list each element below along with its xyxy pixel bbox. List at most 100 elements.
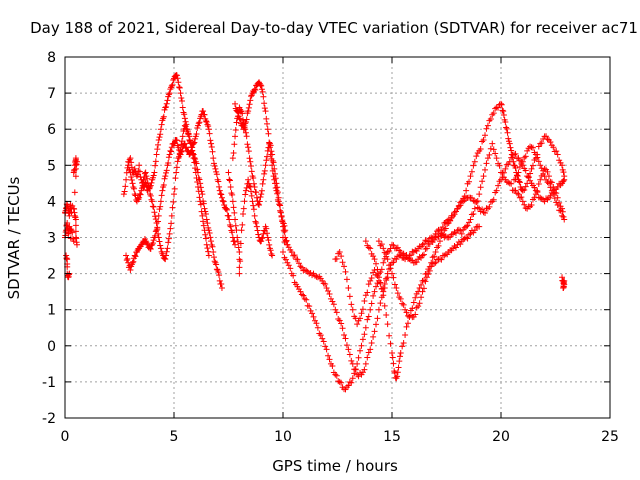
data-point-fill (126, 166, 133, 173)
data-point-fill (516, 163, 523, 170)
data-point (471, 227, 478, 234)
data-point (188, 144, 195, 151)
data-point (269, 162, 276, 169)
data-point-fill (246, 182, 253, 189)
data-point-fill (161, 175, 168, 182)
data-point (524, 147, 531, 154)
y-tick-label: 3 (47, 231, 56, 247)
data-point-fill (373, 321, 380, 328)
data-point (502, 118, 509, 125)
data-point (199, 212, 206, 219)
x-tick-label: 0 (61, 429, 70, 445)
data-point-fill (435, 242, 442, 249)
y-axis-label: SDTVAR / TECUs (5, 176, 23, 299)
data-point-fill (192, 165, 199, 172)
data-point (419, 288, 426, 295)
data-point (467, 230, 474, 237)
data-point-fill (170, 77, 177, 84)
data-point (129, 180, 136, 187)
data-point-fill (522, 183, 529, 190)
data-point (410, 259, 417, 266)
data-point (493, 155, 500, 162)
data-point-fill (254, 227, 261, 234)
data-point-fill (470, 211, 477, 218)
data-point-fill (325, 352, 332, 359)
series-2 (123, 136, 225, 292)
data-point-fill (202, 210, 209, 217)
data-point-fill (322, 343, 329, 350)
data-point (201, 227, 208, 234)
data-point-fill (231, 209, 238, 216)
data-point-fill (339, 259, 346, 266)
data-point (247, 97, 254, 104)
data-point-fill (317, 332, 324, 339)
data-point-fill (482, 166, 489, 173)
data-point-fill (381, 249, 388, 256)
data-point (181, 122, 188, 129)
data-point (155, 234, 162, 241)
data-point-fill (237, 258, 244, 265)
data-point-fill (248, 188, 255, 195)
data-point-fill (216, 272, 223, 279)
data-point (502, 165, 509, 172)
data-point-fill (370, 292, 377, 299)
data-point-fill (399, 300, 406, 307)
data-point-fill (157, 131, 164, 138)
data-point-fill (248, 192, 255, 199)
data-point-fill (241, 122, 248, 129)
data-point-fill (192, 155, 199, 162)
data-point (515, 169, 522, 176)
data-point (476, 191, 483, 198)
data-point-fill (196, 119, 203, 126)
data-point-fill (158, 121, 165, 128)
data-point-fill (413, 259, 420, 266)
data-point-fill (508, 154, 515, 161)
data-point-fill (150, 203, 157, 210)
data-point (269, 252, 276, 259)
data-point-fill (422, 237, 429, 244)
data-point-fill (361, 298, 368, 305)
data-point (260, 176, 267, 183)
data-point-fill (209, 148, 216, 155)
data-point-fill (387, 340, 394, 347)
data-point-fill (348, 301, 355, 308)
data-point (194, 183, 201, 190)
data-point-fill (263, 225, 270, 232)
data-point-fill (416, 253, 423, 260)
data-points (62, 72, 568, 393)
data-point-fill (394, 373, 401, 380)
data-point-fill (216, 183, 223, 190)
data-point-fill (189, 152, 196, 159)
data-point (168, 82, 175, 89)
data-point-fill (364, 289, 371, 296)
data-point (199, 191, 206, 198)
data-point-fill (226, 176, 233, 183)
data-point (306, 303, 313, 310)
data-point (362, 292, 369, 299)
data-point-fill (258, 86, 265, 93)
data-point (367, 245, 374, 252)
data-point (225, 169, 232, 176)
data-point (260, 93, 267, 100)
data-point-fill (378, 241, 385, 248)
data-point-fill (169, 204, 176, 211)
data-point-fill (400, 301, 407, 308)
data-point (166, 90, 173, 97)
data-point-fill (370, 253, 377, 260)
data-point-fill (213, 266, 220, 273)
data-point (155, 137, 162, 144)
data-point-fill (412, 294, 419, 301)
data-point (277, 209, 284, 216)
y-tick-label: 5 (47, 158, 56, 174)
data-point-fill (154, 225, 161, 232)
data-point-fill (160, 113, 167, 120)
data-point-fill (178, 97, 185, 104)
data-point (367, 346, 374, 353)
data-point-fill (189, 147, 196, 154)
data-point-fill (200, 200, 207, 207)
data-point (240, 205, 247, 212)
data-point-fill (205, 248, 212, 255)
data-point-fill (282, 238, 289, 245)
data-point-fill (255, 201, 262, 208)
data-point-fill (400, 340, 407, 347)
